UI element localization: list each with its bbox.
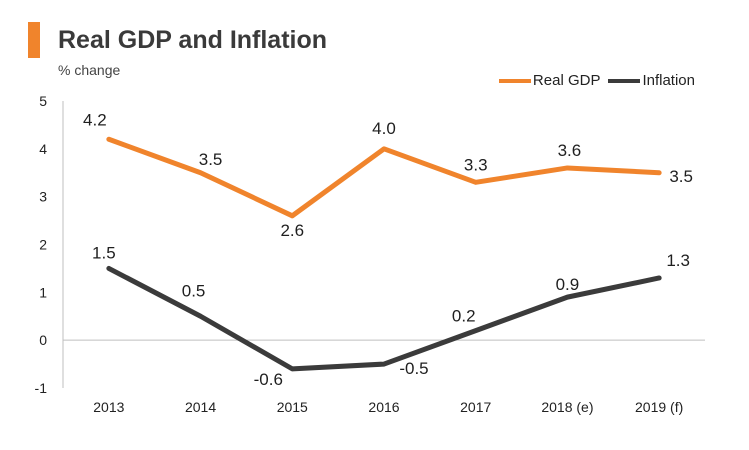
data-label-inflation: 0.5 — [182, 281, 206, 300]
data-label-inflation: -0.6 — [254, 370, 283, 389]
data-label-inflation: 0.2 — [452, 307, 476, 326]
data-point-real-gdp — [381, 146, 387, 152]
x-tick-label: 2016 — [368, 399, 399, 415]
legend-label-real-gdp: Real GDP — [532, 72, 601, 89]
legend-item-real-gdp: Real GDP — [498, 72, 601, 89]
data-label-real-gdp: 3.3 — [464, 155, 488, 174]
data-label-real-gdp: 4.0 — [372, 119, 396, 138]
y-tick-label: 3 — [39, 189, 47, 205]
y-tick-label: -1 — [35, 380, 48, 396]
x-tick-label: 2019 (f) — [635, 399, 683, 415]
data-point-inflation — [198, 314, 203, 319]
x-tick-label: 2015 — [277, 399, 308, 415]
data-label-real-gdp: 2.6 — [280, 221, 304, 240]
data-point-inflation — [381, 361, 387, 367]
legend: Real GDP Inflation — [498, 72, 695, 89]
data-point-inflation — [290, 366, 295, 372]
data-point-real-gdp — [106, 137, 112, 142]
data-label-inflation: 1.3 — [666, 251, 690, 270]
data-point-real-gdp — [290, 213, 295, 218]
data-label-inflation: 0.9 — [556, 275, 580, 294]
data-point-real-gdp — [656, 170, 662, 175]
legend-swatch-real-gdp — [498, 78, 531, 83]
title-accent-bar — [28, 22, 40, 58]
chart-subtitle: % change — [58, 62, 121, 78]
legend-item-inflation: Inflation — [608, 72, 695, 89]
data-label-inflation: 1.5 — [92, 243, 116, 262]
data-point-inflation — [106, 266, 112, 271]
x-tick-label: 2018 (e) — [541, 399, 593, 415]
data-label-real-gdp: 3.5 — [669, 167, 693, 186]
data-label-real-gdp: 4.2 — [83, 110, 107, 129]
x-tick-label: 2013 — [93, 399, 124, 415]
chart-title: Real GDP and Inflation — [58, 26, 328, 54]
y-tick-label: 2 — [39, 237, 47, 253]
data-label-inflation: -0.5 — [399, 359, 428, 378]
data-point-inflation — [656, 275, 662, 281]
x-tick-label: 2017 — [460, 399, 491, 415]
data-point-real-gdp — [198, 170, 203, 175]
data-point-real-gdp — [473, 180, 478, 185]
data-point-inflation — [565, 294, 570, 300]
y-tick-label: 5 — [39, 93, 47, 109]
data-label-real-gdp: 3.6 — [558, 141, 582, 160]
x-tick-label: 2014 — [185, 399, 216, 415]
y-tick-label: 1 — [39, 284, 47, 300]
data-label-real-gdp: 3.5 — [199, 150, 223, 169]
y-tick-label: 0 — [39, 332, 47, 348]
legend-swatch-inflation — [608, 78, 641, 83]
data-point-inflation — [473, 328, 478, 333]
data-point-real-gdp — [565, 165, 570, 171]
y-tick-label: 4 — [39, 141, 47, 157]
legend-label-inflation: Inflation — [642, 72, 695, 89]
